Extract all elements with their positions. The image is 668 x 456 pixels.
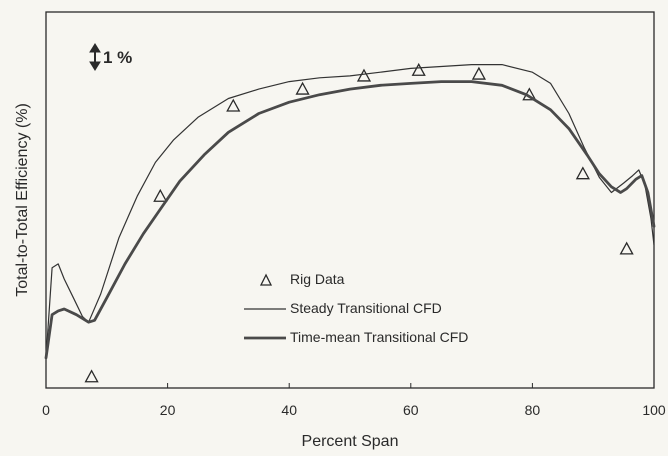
x-tick-label: 0 xyxy=(42,402,50,418)
plot-frame xyxy=(45,11,655,389)
legend-label-time-mean: Time-mean Transitional CFD xyxy=(290,329,468,345)
rig-data-point xyxy=(356,68,372,82)
scale-indicator: 1 % xyxy=(89,43,132,71)
series-layer xyxy=(44,62,656,383)
double-arrow-icon xyxy=(89,43,101,71)
legend-label-steady: Steady Transitional CFD xyxy=(290,300,442,316)
legend-label-rig-data: Rig Data xyxy=(290,271,345,287)
rig-data-point xyxy=(411,62,426,76)
rig-data-point xyxy=(153,188,168,202)
rig-data-point xyxy=(471,66,486,80)
rig-data-point xyxy=(619,241,634,255)
x-tick-label: 20 xyxy=(160,402,176,418)
x-axis-ticks: 0 20 40 60 80 100 xyxy=(42,383,666,418)
time-mean-cfd-line xyxy=(44,80,656,360)
x-tick-label: 60 xyxy=(403,402,419,418)
legend: Rig Data Steady Transitional CFD Time-me… xyxy=(244,271,468,345)
chart-axes xyxy=(45,11,655,389)
y-axis-title: Total-to-Total Efficiency (%) xyxy=(14,103,31,297)
rig-data-point xyxy=(84,369,99,383)
rig-data-point xyxy=(226,98,241,112)
x-tick-label: 80 xyxy=(525,402,541,418)
x-tick-label: 100 xyxy=(642,402,666,418)
x-axis-title: Percent Span xyxy=(302,433,399,450)
rig-data-point xyxy=(295,81,310,95)
scale-label: 1 % xyxy=(103,48,132,67)
legend-triangle-marker xyxy=(259,273,273,286)
x-tick-label: 40 xyxy=(281,402,297,418)
rig-data-point xyxy=(575,166,590,180)
